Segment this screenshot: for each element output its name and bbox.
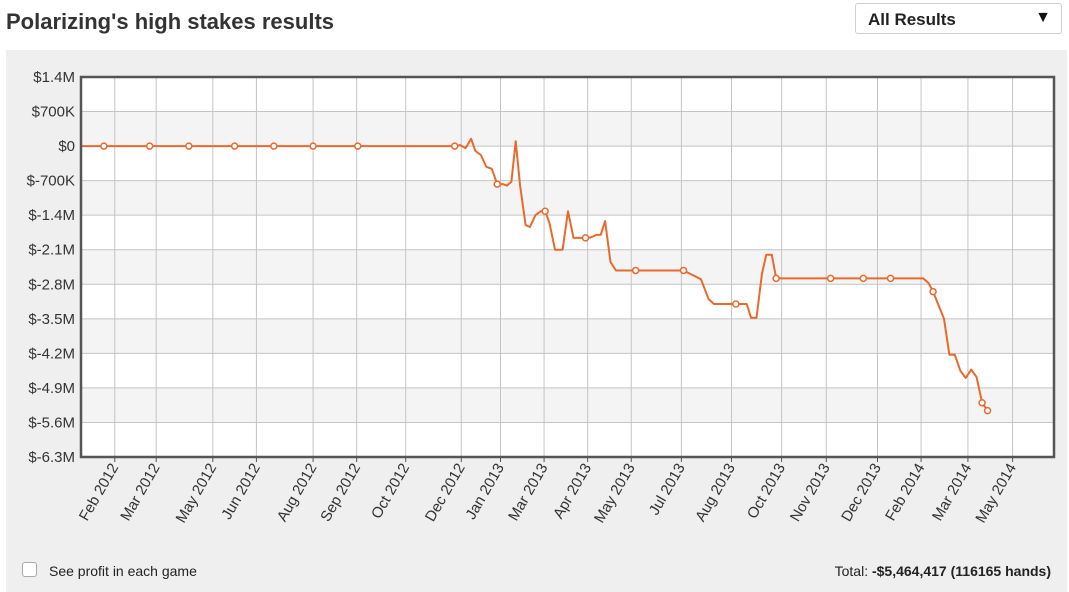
results-filter-value: All Results (868, 10, 956, 29)
x-tick-label: Aug 2012 (274, 461, 321, 525)
x-tick-label: Jan 2013 (462, 461, 508, 523)
grid-band (81, 318, 1054, 354)
grid-band (81, 387, 1054, 423)
x-tick-label: Sep 2012 (317, 461, 364, 525)
data-point (581, 234, 590, 242)
x-tick-label: Feb 2014 (882, 461, 928, 524)
total-value: -$5,464,417 (871, 563, 947, 579)
x-tick-label: Jun 2012 (218, 461, 264, 523)
x-tick-label: Dec 2013 (838, 461, 885, 525)
grid-band (81, 180, 1054, 216)
x-tick-label: May 2014 (972, 460, 1020, 526)
y-tick-label: $-4.9M (28, 380, 75, 397)
data-point (100, 142, 108, 150)
x-tick-label: Mar 2013 (505, 461, 551, 524)
data-point (354, 142, 362, 150)
x-tick-label: Mar 2014 (929, 461, 975, 524)
y-tick-label: $-6.3M (28, 449, 75, 466)
y-tick-label: $0 (58, 138, 75, 155)
plot-background (81, 77, 1054, 457)
data-point (929, 287, 937, 296)
y-tick-label: $-2.1M (28, 242, 75, 259)
y-tick-label: $-3.5M (28, 311, 75, 328)
x-tick-label: May 2012 (173, 461, 221, 527)
data-point (145, 142, 154, 150)
x-tick-label: Feb 2012 (76, 461, 122, 524)
total-label: Total: (834, 563, 869, 579)
x-tick-label: Nov 2013 (787, 461, 834, 525)
data-point (978, 398, 986, 407)
x-tick-label: Dec 2012 (422, 460, 469, 524)
y-tick-label: $-700K (27, 173, 75, 190)
y-tick-label: $1.4M (33, 69, 75, 86)
x-tick-label: Mar 2012 (117, 461, 163, 524)
plot-frame (79, 75, 1056, 459)
series-layer (81, 137, 992, 415)
y-tick-label: $-1.4M (28, 207, 75, 224)
chevron-down-icon: ▼ (1035, 9, 1051, 26)
header-bar: Polarizing's high stakes results All Res… (0, 0, 1069, 46)
y-tick-label: $-4.2M (28, 345, 75, 362)
data-point (772, 274, 780, 283)
data-point (886, 274, 895, 283)
y-tick-label: $700K (32, 104, 75, 121)
data-point (185, 142, 193, 150)
data-point (230, 142, 239, 150)
x-tick-label: May 2013 (591, 461, 639, 527)
data-point (541, 207, 549, 215)
data-point (826, 274, 835, 283)
data-point (679, 266, 688, 275)
x-tick-label: Apr 2013 (550, 461, 595, 522)
data-point (270, 142, 278, 150)
total-summary: Total: -$5,464,417 (116165 hands) (835, 563, 1051, 579)
x-tick-label: Oct 2012 (368, 461, 413, 522)
data-point (309, 142, 317, 150)
data-point (732, 300, 740, 308)
data-point (859, 274, 868, 283)
y-tick-label: $-5.6M (28, 414, 75, 431)
data-point (631, 266, 640, 275)
results-filter-select[interactable]: All Results ▼ (855, 3, 1062, 34)
y-axis-tick-labels: $1.4M $700K $0 $-700K $-1.4M $-2.1M $-2.8M $-3.… (27, 69, 75, 466)
series-line (81, 137, 989, 412)
x-tick-label: Aug 2013 (692, 461, 739, 525)
y-tick-label: $-2.8M (28, 276, 75, 293)
vertical-gridlines (114, 77, 1014, 462)
data-point (983, 406, 992, 415)
grid-band (81, 111, 1054, 147)
profit-per-game-checkbox[interactable] (22, 562, 37, 577)
data-point (493, 180, 501, 188)
data-point (450, 142, 459, 150)
page-title: Polarizing's high stakes results (6, 9, 335, 34)
x-tick-label: Jul 2013 (646, 461, 689, 519)
profit-per-game-label: See profit in each game (49, 563, 197, 579)
total-hands: (116165 hands) (950, 563, 1051, 579)
x-tick-label: Oct 2013 (744, 461, 789, 522)
